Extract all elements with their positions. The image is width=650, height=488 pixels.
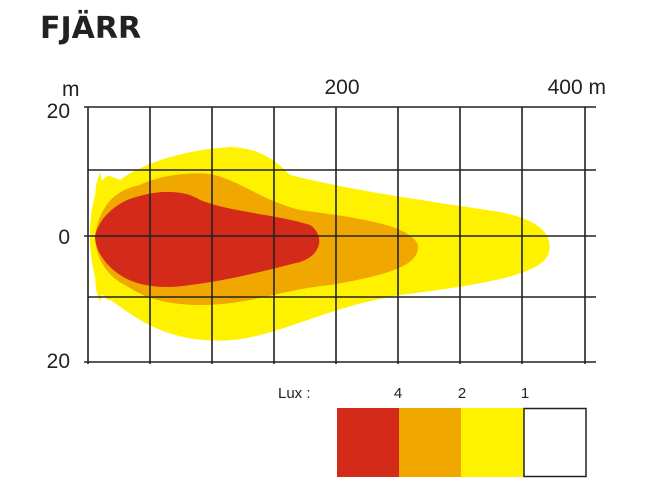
y-label: 20 <box>47 350 70 373</box>
y-label: 20 <box>47 100 70 123</box>
grid <box>84 106 596 364</box>
title: FJÄRR <box>40 10 141 46</box>
legend-swatch <box>399 408 461 477</box>
y-label: 0 <box>58 226 70 249</box>
x-label: 200 <box>324 76 359 99</box>
legend-swatch <box>523 407 587 478</box>
legend-label: Lux : <box>278 385 311 402</box>
legend-swatch <box>337 408 399 477</box>
y-unit: m <box>62 78 80 101</box>
legend-level: 2 <box>458 385 466 402</box>
beam-pattern <box>90 147 550 341</box>
x-label: 400 m <box>548 76 606 99</box>
zone-4-lux <box>95 191 320 287</box>
legend-level: 4 <box>394 385 402 402</box>
legend-swatch <box>461 408 524 477</box>
legend-level: 1 <box>521 385 529 402</box>
